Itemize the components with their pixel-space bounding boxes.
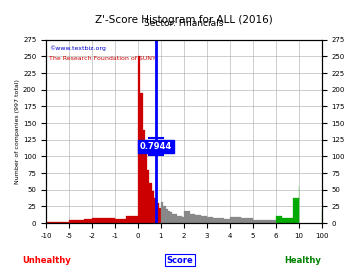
Bar: [253, 220, 264, 223]
Bar: [166, 209, 168, 223]
Title: Z'-Score Histogram for ALL (2016): Z'-Score Histogram for ALL (2016): [95, 15, 273, 25]
Bar: [201, 217, 207, 223]
Bar: [147, 170, 149, 223]
Bar: [213, 218, 219, 223]
Bar: [60, 222, 64, 223]
Bar: [177, 216, 179, 223]
Bar: [92, 218, 115, 223]
Bar: [156, 203, 159, 223]
Bar: [190, 214, 195, 223]
Bar: [161, 202, 163, 223]
Text: 0.7944: 0.7944: [140, 142, 172, 151]
Text: The Research Foundation of SUNY: The Research Foundation of SUNY: [49, 56, 156, 61]
Bar: [170, 212, 172, 223]
Bar: [77, 220, 84, 223]
Text: Score: Score: [167, 256, 193, 265]
Bar: [184, 211, 190, 223]
Bar: [224, 219, 230, 223]
Bar: [282, 218, 293, 223]
Bar: [140, 93, 143, 223]
Bar: [51, 222, 55, 223]
Bar: [172, 214, 175, 223]
Bar: [219, 218, 224, 223]
Bar: [159, 208, 161, 223]
Y-axis label: Number of companies (997 total): Number of companies (997 total): [15, 79, 20, 184]
Bar: [276, 217, 282, 223]
Bar: [145, 153, 147, 223]
Bar: [230, 217, 241, 223]
Bar: [181, 217, 184, 223]
Bar: [264, 220, 276, 223]
Bar: [154, 198, 156, 223]
Text: ©www.textbiz.org: ©www.textbiz.org: [49, 45, 105, 51]
Text: Unhealthy: Unhealthy: [22, 256, 71, 265]
Bar: [241, 218, 253, 223]
Bar: [149, 183, 152, 223]
Bar: [163, 206, 166, 223]
Bar: [179, 217, 181, 223]
Bar: [207, 217, 213, 223]
Bar: [55, 222, 60, 223]
Bar: [115, 219, 126, 223]
Bar: [293, 198, 299, 223]
Bar: [138, 56, 140, 223]
Bar: [64, 222, 69, 223]
Bar: [168, 211, 170, 223]
Bar: [126, 217, 138, 223]
Bar: [69, 220, 77, 223]
Bar: [143, 130, 145, 223]
Text: Healthy: Healthy: [284, 256, 321, 265]
Bar: [175, 214, 177, 223]
Bar: [84, 219, 92, 223]
Bar: [195, 215, 201, 223]
Text: Sector: Financials: Sector: Financials: [144, 19, 224, 28]
Bar: [152, 191, 154, 223]
Bar: [46, 222, 51, 223]
